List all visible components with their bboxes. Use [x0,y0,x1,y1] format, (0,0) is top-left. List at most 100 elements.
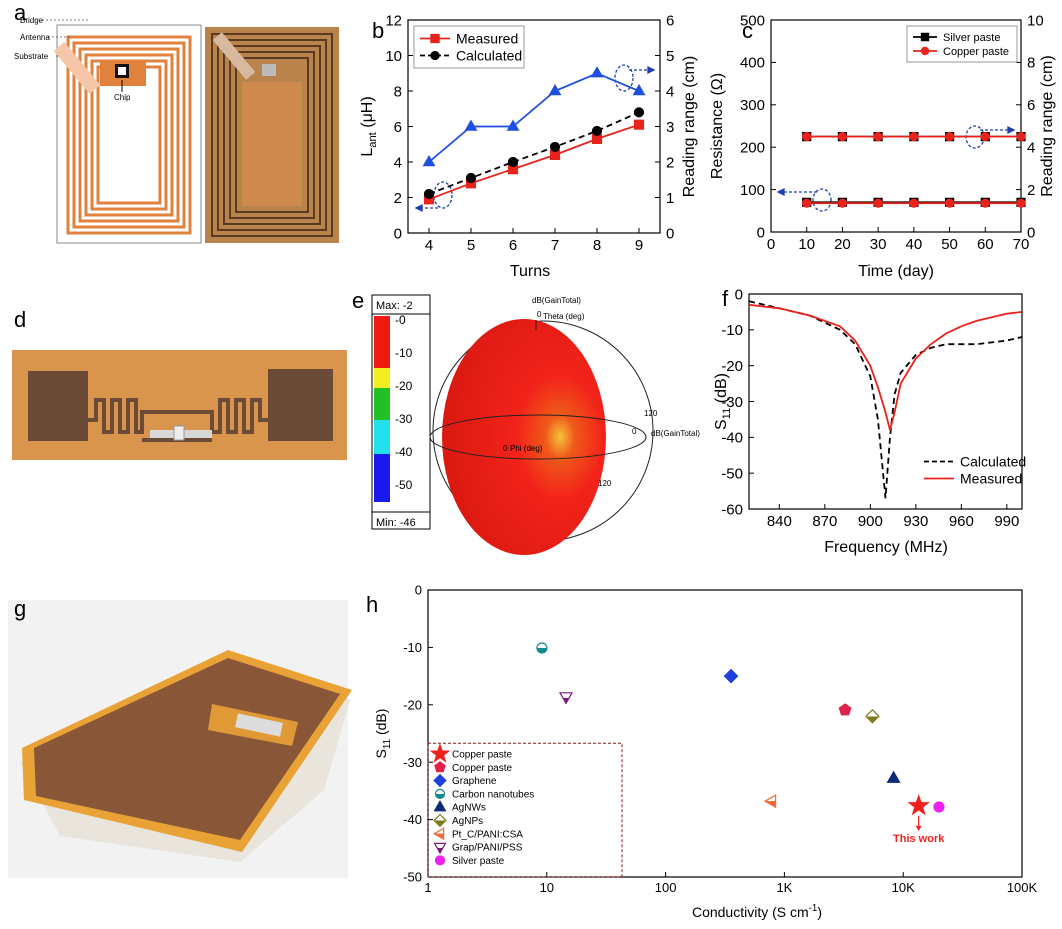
series-line [749,305,1022,430]
colorbar-tick-label: -50 [395,478,413,492]
marker [593,126,602,135]
y2-axis-label: Reading range (cm) [1039,55,1056,196]
y-tick-label: -60 [721,501,743,518]
y-tick-label: -30 [403,755,422,770]
marker [560,693,572,704]
panel-letter: f [722,286,729,311]
legend-label: Measured [960,470,1022,486]
colorbar-tick-label: -0 [395,313,406,327]
pattern-label: 120 [598,479,612,488]
marker [981,133,989,141]
marker [981,199,989,207]
legend-label: Silver paste [452,856,505,867]
legend-label: Carbon nanotubes [452,789,534,800]
y-tick-label: 0 [394,225,402,242]
y-tick-label: 200 [740,139,765,156]
y-tick-label: 500 [740,12,765,29]
series-line [429,73,639,162]
pattern-label: 120 [644,409,658,418]
x-tick-label: 10 [798,236,815,253]
panel-d-photo [12,350,347,460]
marker [1017,199,1025,207]
panel-letter: b [372,18,384,43]
colorbar-tick-label: -40 [395,445,413,459]
marker [725,670,738,683]
x-tick-label: 10 [540,880,554,895]
marker [909,796,928,814]
y-tick-label: 6 [394,119,402,136]
panel-e [372,295,653,555]
colorbar-tick-label: -30 [395,412,413,426]
panel-letter: h [366,592,378,617]
y2-tick-label: 2 [1027,182,1035,199]
y2-tick-label: 8 [1027,55,1035,72]
marker [803,133,811,141]
legend-label: Copper paste [452,749,512,760]
y2-tick-label: 0 [1027,224,1035,241]
marker [592,67,603,76]
y-tick-label: -10 [721,322,743,339]
legend-label: AgNWs [452,803,486,814]
y-tick-label: 10 [385,48,402,65]
x-tick-label: 5 [467,237,475,254]
marker [435,801,446,811]
y-axis-label-part: (dB) [713,373,730,408]
panel-letter: d [14,307,26,332]
y-axis-label-part: ant [367,131,379,147]
marker [551,142,560,151]
x-tick-label: 40 [906,236,923,253]
marker [436,789,445,798]
x-tick-label: 60 [977,236,994,253]
marker [434,828,444,839]
marker [435,843,446,853]
series-line [429,112,639,194]
marker [436,856,445,865]
marker [466,121,477,130]
marker [537,643,547,653]
y-tick-label: 300 [740,97,765,114]
marker [635,120,644,129]
marker [838,133,846,141]
x-tick-label: 30 [870,236,887,253]
marker [1017,133,1025,141]
x-tick-label: 7 [551,237,559,254]
y2-tick-label: 0 [666,225,674,242]
y-tick-label: 8 [394,83,402,100]
x-tick-label: 1 [424,880,431,895]
pattern-label: 0 [632,427,637,436]
marker [866,710,879,723]
y-axis-label-part: L [359,148,376,157]
marker [765,795,776,807]
y2-tick-label: 6 [1027,97,1035,114]
legend-label: Grap/PANI/PSS [452,843,523,854]
y-tick-label: 100 [740,182,765,199]
x-tick-label: 8 [593,237,601,254]
x-tick-label: 100 [655,880,677,895]
y-axis-label-part: 11 [382,739,393,749]
panel-a-photo [205,27,339,243]
colorbar-max: Max: -2 [376,300,413,312]
marker [434,815,446,827]
marker [467,173,476,182]
annotation-label: Bridge [20,16,44,25]
x-tick-label: 50 [941,236,958,253]
marker [946,133,954,141]
y-tick-label: -40 [721,430,743,447]
annotation-label: Substrate [14,52,49,61]
marker [888,772,900,783]
y2-tick-label: 1 [666,190,674,207]
x-tick-label: 9 [635,237,643,254]
x-tick-label: 0 [767,236,775,253]
x-axis-label: Frequency (MHz) [824,539,948,556]
x-tick-label: 870 [812,513,837,530]
y-axis-label-part: S [373,749,389,758]
y2-tick-label: 6 [666,12,674,29]
panel-letter: g [14,596,26,621]
x-tick-label: 900 [858,513,883,530]
legend-label: Silver paste [943,32,1000,44]
x-tick-label: 960 [949,513,974,530]
marker [910,133,918,141]
y-axis-label-part: 11 [721,408,733,420]
x-tick-label: 990 [994,513,1019,530]
legend-label: AgNPs [452,816,483,827]
